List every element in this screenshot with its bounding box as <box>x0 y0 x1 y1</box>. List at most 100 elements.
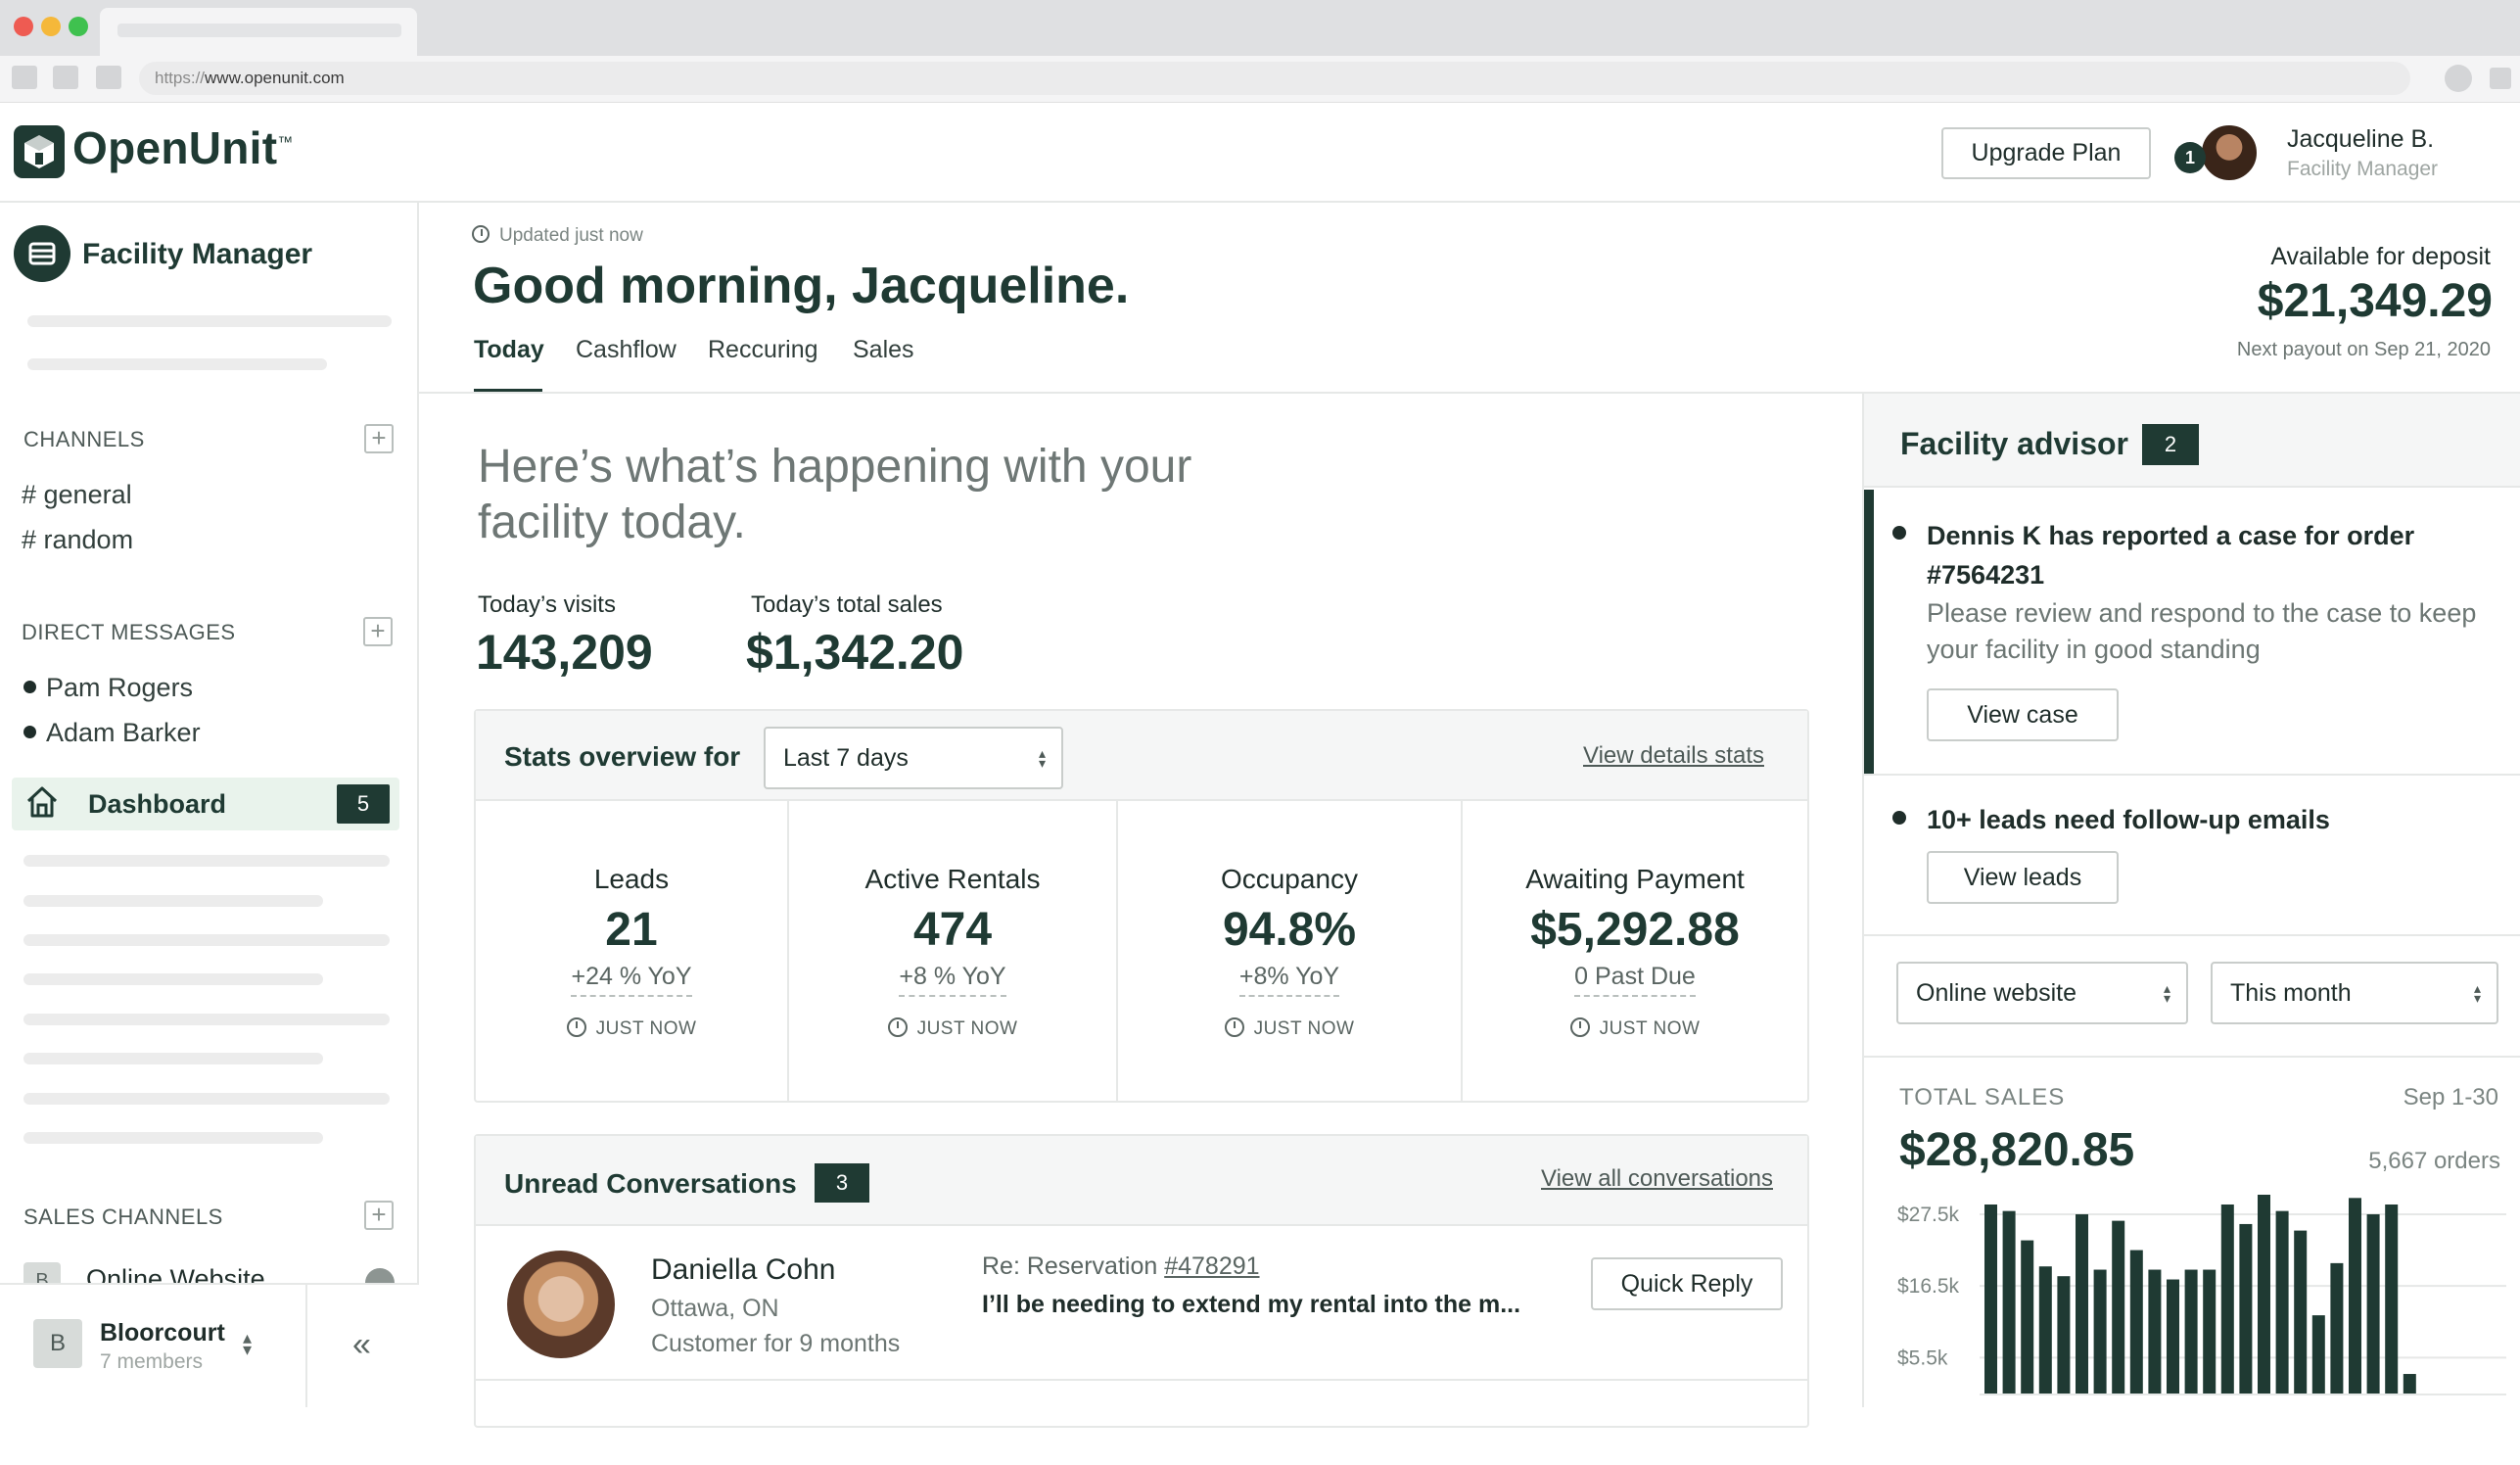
chart-bar[interactable] <box>2349 1198 2361 1394</box>
team-name[interactable]: Bloorcourt <box>100 1319 225 1347</box>
tab-sales[interactable]: Sales <box>853 336 914 363</box>
chart-bar[interactable] <box>1984 1204 1997 1394</box>
user-role: Facility Manager <box>2287 158 2439 180</box>
stat-card-leads[interactable]: Leads 21 +24 % YoY JUST NOW <box>476 801 787 1101</box>
minimize-window-icon[interactable] <box>41 17 61 36</box>
stat-card-active-rentals[interactable]: Active Rentals 474 +8 % YoY JUST NOW <box>789 801 1116 1101</box>
chart-bar[interactable] <box>2275 1210 2289 1394</box>
chart-bar[interactable] <box>2203 1269 2217 1394</box>
chart-bar[interactable] <box>2076 1213 2088 1394</box>
divider <box>305 1285 307 1407</box>
chart-bar[interactable] <box>2311 1315 2325 1394</box>
sidebar-item-channel[interactable]: # random <box>22 525 134 554</box>
chart-bar[interactable] <box>2021 1240 2034 1394</box>
chart-bar[interactable] <box>2038 1266 2052 1394</box>
profile-icon[interactable] <box>2445 65 2472 92</box>
loading-placeholder <box>23 1014 390 1025</box>
stat-value: 94.8% <box>1222 904 1357 956</box>
stat-delta: +8 % YoY <box>899 963 1006 997</box>
chart-bar[interactable] <box>2167 1279 2179 1394</box>
user-name[interactable]: Jacqueline B. <box>2287 125 2435 153</box>
back-icon[interactable] <box>12 66 37 89</box>
chart-bar[interactable] <box>2366 1213 2380 1394</box>
chart-bar[interactable] <box>2220 1204 2234 1394</box>
tab-cashflow[interactable]: Cashflow <box>576 336 677 363</box>
quick-reply-button[interactable]: Quick Reply <box>1591 1257 1783 1310</box>
channels-heading: CHANNELS <box>23 427 145 451</box>
stat-value: $5,292.88 <box>1530 904 1740 956</box>
chart-bar[interactable] <box>2258 1195 2270 1394</box>
stat-updated: JUST NOW <box>1463 1016 1807 1040</box>
maximize-window-icon[interactable] <box>69 17 88 36</box>
sidebar-title: Facility Manager <box>82 238 313 270</box>
chart-bar[interactable] <box>2330 1262 2344 1394</box>
chart-bar[interactable] <box>2239 1223 2253 1394</box>
sidebar-item-dashboard[interactable] <box>12 778 399 830</box>
stat-card-awaiting-payment[interactable]: Awaiting Payment $5,292.88 0 Past Due JU… <box>1463 801 1807 1101</box>
page-title: Good morning, Jacqueline. <box>473 258 1130 314</box>
loading-placeholder <box>23 1053 323 1064</box>
sidebar-item-dm[interactable]: Adam Barker <box>23 718 201 748</box>
add-direct-message-icon[interactable]: + <box>363 617 393 646</box>
conversation-subject: Re: Reservation #478291 <box>982 1252 1260 1280</box>
forward-icon[interactable] <box>53 66 78 89</box>
user-avatar[interactable] <box>2200 123 2259 182</box>
conversation-preview[interactable]: I’ll be needing to extend my rental into… <box>982 1291 1521 1318</box>
stat-updated: JUST NOW <box>1118 1016 1461 1040</box>
extensions-icon[interactable] <box>2490 68 2511 89</box>
team-avatar[interactable]: B <box>33 1319 82 1368</box>
period-select[interactable]: Last 7 days ▴ ▾ <box>764 727 1063 789</box>
divider <box>1461 801 1463 1101</box>
chart-bar[interactable] <box>2129 1250 2143 1394</box>
view-leads-button[interactable]: View leads <box>1927 851 2119 904</box>
view-case-button[interactable]: View case <box>1927 688 2119 741</box>
chart-bar[interactable] <box>2403 1374 2416 1394</box>
chart-bar[interactable] <box>2184 1269 2198 1394</box>
notification-badge[interactable]: 1 <box>2174 142 2206 173</box>
chart-bar[interactable] <box>2385 1204 2399 1394</box>
url-bar[interactable]: https://www.openunit.com <box>139 62 2410 95</box>
chart-bar[interactable] <box>2057 1276 2071 1394</box>
deposit-label: Available for deposit <box>2270 243 2491 270</box>
chart-y-tick-label: $5.5k <box>1897 1347 1948 1369</box>
divider <box>787 801 789 1101</box>
add-channel-icon[interactable]: + <box>364 424 394 453</box>
conversation-name[interactable]: Daniella Cohn <box>651 1253 836 1286</box>
direct-messages-heading: DIRECT MESSAGES <box>22 620 236 644</box>
clock-icon <box>887 1016 908 1037</box>
reload-icon[interactable] <box>96 66 121 89</box>
chart-bar[interactable] <box>2002 1210 2016 1394</box>
stat-card-occupancy[interactable]: Occupancy 94.8% +8% YoY JUST NOW <box>1118 801 1461 1101</box>
avatar[interactable] <box>507 1251 615 1358</box>
chart-bar[interactable] <box>2148 1269 2162 1394</box>
close-window-icon[interactable] <box>14 17 33 36</box>
select-arrows-icon: ▴ ▾ <box>2473 980 2481 1006</box>
sidebar-item-dm[interactable]: Pam Rogers <box>23 673 193 703</box>
period-select[interactable]: This month ▴ ▾ <box>2211 962 2498 1024</box>
stat-value: 474 <box>912 904 993 956</box>
logo-name[interactable]: OpenUnit™ <box>72 122 294 173</box>
online-status-icon <box>23 681 36 694</box>
sidebar-item-channel[interactable]: # general <box>22 480 132 509</box>
conversations-badge: 3 <box>815 1163 869 1203</box>
tab-recurring[interactable]: Reccuring <box>708 336 818 363</box>
add-sales-channel-icon[interactable]: + <box>364 1201 394 1230</box>
loading-placeholder <box>23 1093 390 1105</box>
view-details-link[interactable]: View details stats <box>1583 742 1764 769</box>
stat-delta: +8% YoY <box>1238 963 1340 997</box>
chart-bar[interactable] <box>2112 1220 2125 1394</box>
conversation-location: Ottawa, ON <box>651 1295 779 1322</box>
view-all-conversations-link[interactable]: View all conversations <box>1541 1165 1774 1192</box>
reservation-link[interactable]: #478291 <box>1164 1252 1260 1280</box>
chart-bar[interactable] <box>2294 1230 2308 1394</box>
total-sales-label: TOTAL SALES <box>1899 1084 2066 1111</box>
next-payout: Next payout on Sep 21, 2020 <box>2236 339 2491 360</box>
channel-select[interactable]: Online website ▴ ▾ <box>1896 962 2188 1024</box>
team-switch-icon[interactable]: ▴ ▾ <box>243 1328 253 1359</box>
tab-today[interactable]: Today <box>474 336 544 363</box>
collapse-sidebar-icon[interactable]: « <box>352 1326 371 1363</box>
chart-bar[interactable] <box>2093 1269 2107 1394</box>
divider <box>1864 774 2520 776</box>
upgrade-plan-button[interactable]: Upgrade Plan <box>1941 127 2151 179</box>
logo-icon[interactable] <box>14 125 65 178</box>
